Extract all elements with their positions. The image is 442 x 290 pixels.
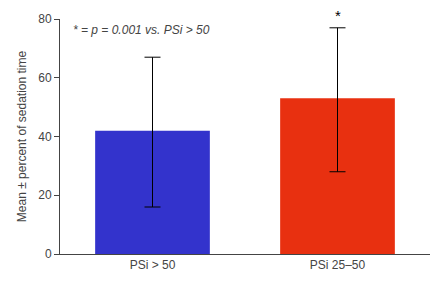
svg-text:PSi > 50: PSi > 50 <box>130 258 176 272</box>
svg-text:Mean ± percent of sedation tim: Mean ± percent of sedation time <box>15 51 29 223</box>
svg-text:40: 40 <box>38 130 52 144</box>
svg-text:0: 0 <box>45 247 52 261</box>
svg-text:*: * <box>335 7 341 24</box>
svg-text:60: 60 <box>38 71 52 85</box>
svg-text:20: 20 <box>38 188 52 202</box>
svg-text:PSi 25–50: PSi 25–50 <box>310 258 366 272</box>
svg-text:* = p = 0.001 vs. PSi > 50: * = p = 0.001 vs. PSi > 50 <box>73 23 210 37</box>
svg-text:80: 80 <box>38 12 52 26</box>
